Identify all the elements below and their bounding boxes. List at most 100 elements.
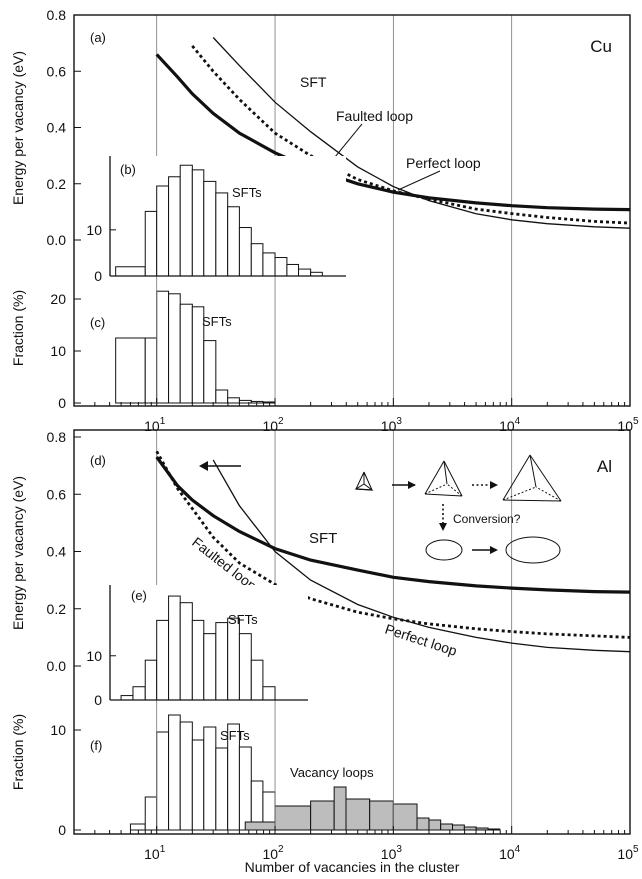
x-tick-exponent: 1	[160, 844, 166, 855]
panel-d-y-ticks: 0.00.20.40.60.8	[47, 429, 81, 674]
histogram-bar	[145, 338, 156, 403]
annotation-sfts-c: SFTs	[202, 314, 232, 329]
bottom-figure-al: 0.0 0.2 0.4 0.6 0.8 (d) Al Energy per vacancy …	[10, 429, 639, 862]
histogram-bar	[180, 165, 192, 276]
y-tick-label: 0	[58, 822, 66, 838]
histogram-bar	[275, 806, 311, 830]
y-tick-label: 20	[50, 291, 66, 307]
histogram-bar	[239, 634, 251, 700]
x-tick-base: 10	[144, 846, 160, 862]
x-tick-label: 101	[144, 844, 166, 862]
y-tick-label: 10	[50, 722, 66, 738]
histogram-bar	[204, 634, 216, 700]
histogram-bar	[180, 722, 192, 830]
dotted-arrow-down-icon	[439, 504, 447, 531]
histogram-bar	[239, 228, 251, 276]
histogram-bar	[216, 748, 228, 830]
histogram-bar	[263, 253, 275, 276]
y-tick-label: 0.2	[47, 176, 67, 192]
histogram-bar	[429, 820, 441, 830]
panel-label-b: (b)	[120, 162, 136, 177]
y-tick-label: 0	[94, 692, 102, 708]
histogram-bar	[157, 620, 169, 700]
histogram-bar	[204, 727, 216, 830]
histogram-bar	[133, 687, 145, 700]
histogram-bar	[464, 827, 476, 830]
panel-label-c: (c)	[90, 315, 105, 330]
annotation-sfts-f: SFTs	[220, 728, 250, 743]
histogram-bar	[346, 799, 370, 830]
histogram-bar	[204, 341, 216, 403]
top-figure-cu: 0.0 0.2 0.4 0.6 0.8 (a) Cu Energy per vacancy …	[10, 7, 639, 434]
histogram-bar	[157, 732, 169, 830]
x-tick-label: 105	[617, 844, 639, 862]
material-label-al: Al	[597, 457, 612, 476]
histogram-bar	[228, 618, 240, 700]
histogram-bar	[228, 207, 240, 276]
histogram-bar	[145, 660, 156, 700]
histogram-bar	[169, 715, 181, 830]
y-tick-label: 0	[58, 395, 66, 411]
annotation-sfts-b: SFTs	[232, 185, 262, 200]
annotation-sft-a: SFT	[300, 74, 327, 90]
histogram-bar	[116, 338, 146, 403]
histogram-bar	[192, 740, 203, 830]
x-tick-exponent: 4	[515, 844, 521, 855]
histogram-bar	[488, 829, 500, 830]
histogram-bar	[169, 596, 181, 700]
annotation-perfect-loop-d: Perfect loop	[383, 621, 459, 659]
x-tick-base: 10	[499, 846, 515, 862]
histogram-bar	[476, 828, 488, 830]
x-tick-base: 10	[617, 846, 633, 862]
x-tick-base: 10	[617, 418, 633, 434]
y-axis-title-f: Fraction (%)	[10, 714, 26, 790]
histogram-bar	[216, 193, 228, 276]
annotation-perfect-loop-a: Perfect loop	[406, 155, 481, 171]
y-axis-title-a: Energy per vacancy (eV)	[10, 51, 26, 205]
y-tick-label: 0.4	[47, 544, 67, 560]
y-tick-label: 0.0	[47, 232, 67, 248]
histogram-bar	[228, 398, 240, 403]
y-tick-label: 0.0	[47, 658, 67, 674]
arrow-left-icon	[199, 461, 241, 471]
x-tick-exponent: 2	[278, 844, 284, 855]
histogram-bar	[251, 244, 263, 276]
x-tick-base: 10	[381, 418, 397, 434]
annotation-conversion: Conversion?	[453, 512, 521, 526]
histogram-bar	[130, 824, 145, 830]
histogram-bar	[169, 177, 181, 276]
panel-e-inset-histogram: 0 10 (e) SFTs	[86, 585, 308, 708]
y-tick-label: 0.8	[47, 7, 67, 23]
histogram-bar	[453, 825, 465, 830]
histogram-bar	[275, 258, 287, 276]
x-tick-exponent: 4	[515, 416, 521, 427]
histogram-bar	[334, 787, 346, 830]
panel-label-e: (e)	[131, 588, 147, 603]
y-tick-label: 0.8	[47, 429, 67, 445]
medium-tetrahedron-icon	[425, 461, 462, 496]
y-axis-title-c: Fraction (%)	[10, 290, 26, 366]
x-tick-base: 10	[262, 418, 278, 434]
histogram-bar	[251, 660, 263, 700]
panel-label-f: (f)	[90, 738, 102, 753]
y-tick-label: 10	[86, 222, 102, 238]
histogram-bar	[417, 818, 429, 830]
x-tick-label: 101	[144, 416, 166, 434]
annotation-faulted-loop-d: Faulted loop	[189, 534, 260, 594]
histogram-bar	[157, 186, 169, 276]
histogram-bar	[245, 822, 275, 830]
x-tick-label: 105	[617, 416, 639, 434]
y-tick-label: 0.6	[47, 486, 67, 502]
histogram-bar	[263, 687, 275, 700]
histogram-bar	[263, 402, 275, 403]
x-tick-exponent: 3	[396, 844, 402, 855]
y-tick-label: 0.4	[47, 120, 67, 136]
histogram-bar	[216, 390, 228, 403]
panel-label-a: (a)	[90, 30, 106, 45]
x-axis-title: Number of vacancies in the cluster	[245, 859, 460, 875]
histogram-bar	[239, 747, 251, 830]
histogram-bar	[441, 824, 453, 830]
x-tick-label: 104	[499, 844, 521, 862]
arrow-right-icon	[392, 481, 416, 489]
small-loop-icon	[426, 540, 462, 560]
